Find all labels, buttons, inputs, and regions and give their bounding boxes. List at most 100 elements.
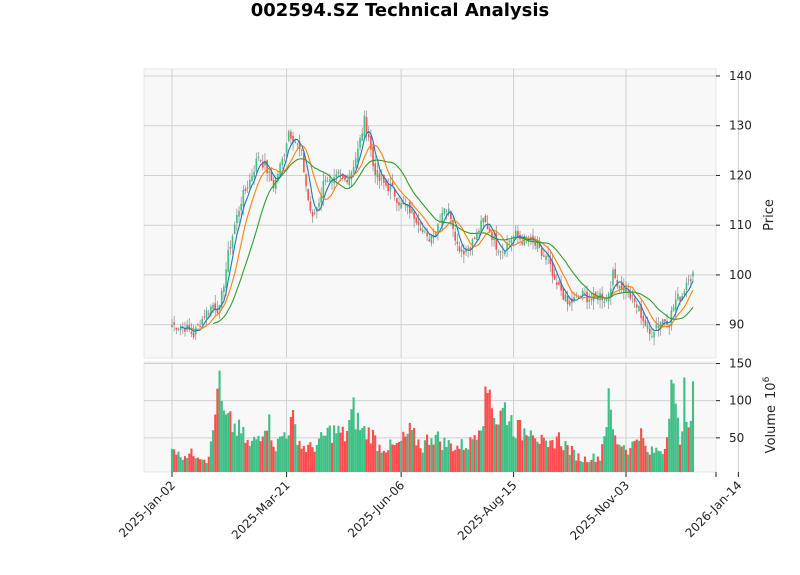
- volume-bar: [285, 438, 288, 472]
- volume-bar: [170, 448, 174, 472]
- volume-bar: [237, 419, 241, 472]
- volume-bar: [493, 417, 496, 472]
- volume-bar: [601, 444, 604, 472]
- volume-bar: [471, 439, 474, 472]
- volume-bar: [183, 456, 187, 472]
- volume-bar: [320, 432, 323, 472]
- volume-bar: [555, 436, 558, 472]
- volume-bar: [458, 448, 461, 472]
- volume-bar: [268, 414, 271, 472]
- volume-bar: [376, 450, 379, 472]
- volume-bar: [547, 447, 550, 472]
- volume-bar: [175, 454, 178, 472]
- volume-bar: [447, 440, 450, 472]
- volume-bar: [402, 431, 405, 472]
- volume-bar: [592, 453, 595, 472]
- volume-bar: [490, 408, 494, 472]
- volume-bar: [473, 435, 476, 472]
- price-tick-label: 110: [729, 218, 752, 232]
- volume-bar: [408, 422, 411, 472]
- volume-bar: [274, 451, 277, 472]
- volume-bar: [534, 438, 537, 472]
- volume-bar: [218, 370, 221, 472]
- volume-bar: [670, 379, 673, 472]
- volume-bar: [436, 431, 439, 472]
- volume-bar: [586, 462, 589, 472]
- volume-bar: [287, 435, 290, 472]
- date-tick-label: 2025-Jun-06: [345, 478, 407, 540]
- volume-bar: [413, 427, 416, 472]
- volume-bar: [581, 462, 584, 472]
- volume-bar: [657, 450, 660, 472]
- volume-bar: [289, 417, 292, 472]
- volume-bar: [421, 452, 424, 472]
- volume-bar: [523, 428, 526, 472]
- volume-bar: [374, 435, 377, 472]
- volume-bar: [300, 448, 303, 472]
- volume-bar: [380, 452, 383, 472]
- volume-bar: [672, 383, 675, 472]
- volume-bar: [246, 439, 249, 472]
- volume-bar: [350, 409, 353, 472]
- volume-bar: [173, 449, 176, 472]
- volume-bar: [691, 381, 695, 472]
- volume-bar: [311, 447, 314, 472]
- volume-bar: [259, 441, 262, 472]
- volume-bar: [620, 446, 623, 472]
- volume-bar: [497, 424, 500, 472]
- volume-bar: [248, 445, 251, 472]
- volume-bar: [423, 440, 426, 472]
- volume-bar: [367, 427, 370, 472]
- volume-bar: [460, 439, 463, 472]
- volume-bar: [384, 452, 388, 472]
- volume-bar: [564, 441, 567, 472]
- date-tick-label: 2025-Nov-03: [567, 478, 632, 543]
- price-tick-label: 100: [729, 268, 752, 282]
- volume-bar: [622, 445, 625, 472]
- volume-bar: [348, 420, 351, 472]
- volume-panel: [143, 361, 739, 473]
- volume-bar: [430, 438, 433, 472]
- ma-long-line: [212, 158, 694, 325]
- volume-bar: [616, 444, 619, 472]
- volume-bar: [263, 430, 267, 472]
- volume-bar: [501, 407, 504, 472]
- volume-bar: [281, 436, 284, 472]
- volume-bar: [469, 437, 472, 472]
- volume-bar: [339, 432, 342, 472]
- volume-bar: [512, 436, 515, 472]
- volume-bar: [687, 427, 690, 472]
- volume-bar: [292, 409, 295, 472]
- volume-bar: [387, 450, 390, 472]
- volume-bar: [594, 461, 597, 472]
- volume-bar: [618, 444, 621, 472]
- volume-bar: [296, 445, 299, 472]
- volume-bar: [577, 453, 580, 472]
- volume-bar: [270, 440, 273, 472]
- volume-bar: [352, 397, 355, 472]
- volume-bar: [551, 439, 554, 472]
- volume-bar: [570, 445, 573, 472]
- volume-bar: [391, 444, 394, 472]
- volume-bar: [404, 436, 407, 472]
- volume-bar: [477, 430, 481, 472]
- volume-bar: [361, 428, 364, 472]
- price-tick-label: 90: [729, 318, 744, 332]
- volume-bar: [529, 430, 532, 472]
- volume-bar: [503, 402, 506, 472]
- volume-bar: [378, 444, 381, 472]
- volume-bar: [261, 436, 264, 472]
- volume-bar: [506, 425, 509, 472]
- volume-bar: [397, 441, 401, 472]
- volume-bar: [382, 450, 385, 472]
- volume-bar: [531, 435, 535, 472]
- volume-bar: [542, 437, 545, 472]
- volume-tick-label: 100: [729, 394, 752, 408]
- volume-bar: [480, 430, 483, 472]
- volume-bar: [681, 431, 684, 472]
- price-axis-label: Price: [762, 199, 777, 231]
- volume-bar: [359, 430, 362, 472]
- volume-bar: [192, 456, 195, 472]
- volume-bar: [428, 444, 431, 472]
- volume-bar: [624, 449, 628, 472]
